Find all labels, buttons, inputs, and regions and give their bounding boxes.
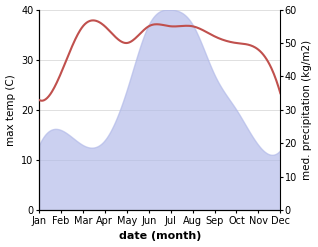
Y-axis label: max temp (C): max temp (C): [5, 74, 16, 146]
Y-axis label: med. precipitation (kg/m2): med. precipitation (kg/m2): [302, 40, 313, 180]
X-axis label: date (month): date (month): [119, 231, 201, 242]
